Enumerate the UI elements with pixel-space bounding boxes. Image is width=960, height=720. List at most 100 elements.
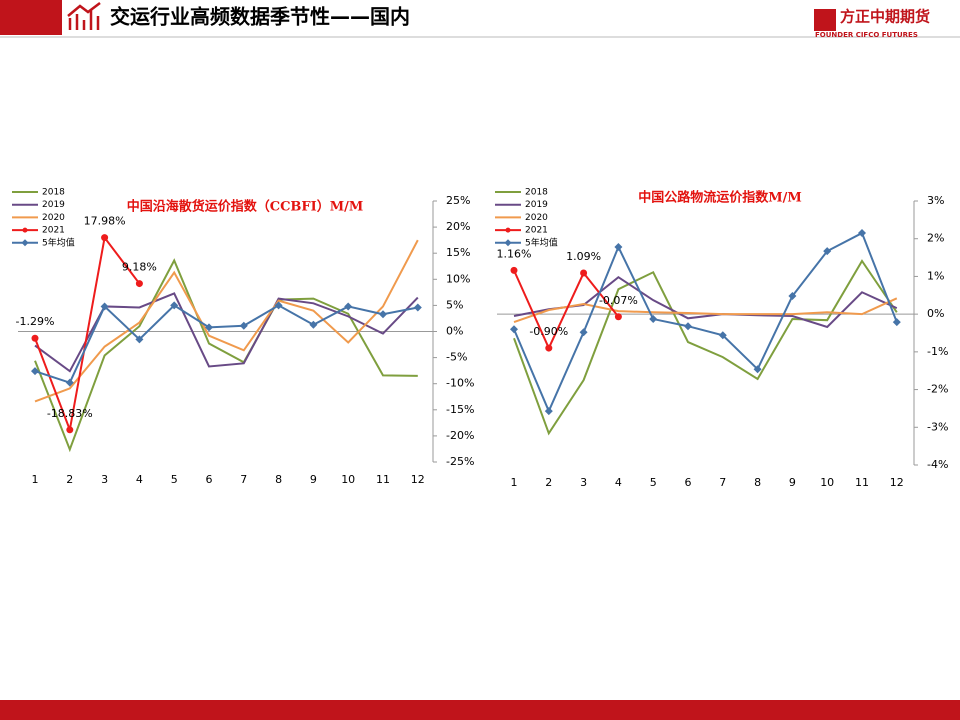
- legend-label: 5年均值: [42, 236, 75, 248]
- point: [31, 334, 39, 342]
- legend-label: 2019: [525, 200, 548, 210]
- point: [684, 322, 692, 331]
- x-tick-label: 3: [101, 473, 108, 486]
- legend-marker: [505, 227, 511, 233]
- legend-label: 5年均值: [525, 236, 558, 248]
- point: [239, 321, 248, 330]
- legend-label: 2020: [42, 213, 65, 223]
- legend-label: 2018: [42, 188, 65, 198]
- x-tick-label: 3: [580, 476, 587, 489]
- y-tick-label: 15%: [446, 246, 470, 259]
- point: [274, 301, 283, 310]
- data-label: 17.98%: [84, 215, 126, 228]
- data-label: 1.09%: [566, 250, 601, 263]
- y-tick-label: 25%: [446, 194, 470, 207]
- series-line: [513, 297, 898, 324]
- y-tick-label: -4%: [927, 458, 948, 471]
- point: [379, 310, 387, 319]
- series-line: [513, 275, 898, 329]
- legend-marker: [504, 239, 512, 247]
- point: [135, 280, 143, 288]
- y-tick-label: 3%: [927, 194, 944, 207]
- point: [344, 302, 353, 311]
- series-line: [34, 235, 141, 434]
- data-label: 9.18%: [122, 261, 157, 274]
- point: [614, 313, 622, 321]
- slide-title: 交运行业高频数据季节性——国内: [110, 5, 410, 29]
- y-tick-label: -3%: [927, 420, 948, 433]
- point: [309, 320, 318, 329]
- x-tick-label: 11: [855, 476, 869, 489]
- y-tick-label: 2%: [927, 232, 944, 245]
- point: [718, 331, 727, 340]
- y-tick-label: 0%: [927, 307, 944, 320]
- legend-label: 2020: [525, 213, 548, 223]
- series-line: [513, 269, 620, 351]
- x-tick-label: 8: [754, 476, 761, 489]
- x-tick-label: 12: [890, 476, 904, 489]
- data-label: -0.90%: [529, 325, 568, 338]
- point: [66, 426, 74, 434]
- header-icon: [67, 2, 101, 30]
- header-block: [0, 0, 62, 35]
- x-tick-label: 6: [206, 473, 213, 486]
- series-line: [513, 259, 898, 436]
- x-tick-label: 2: [66, 473, 73, 486]
- point: [101, 234, 109, 242]
- x-tick-label: 1: [32, 473, 39, 486]
- point: [31, 367, 39, 376]
- point: [170, 301, 179, 310]
- point: [135, 335, 144, 344]
- x-tick-label: 8: [275, 473, 282, 486]
- footer-bar: [0, 700, 960, 720]
- point: [510, 325, 518, 334]
- x-tick-label: 10: [341, 473, 355, 486]
- x-tick-label: 1: [511, 476, 518, 489]
- point: [579, 328, 588, 337]
- point: [545, 344, 553, 352]
- x-tick-label: 5: [171, 473, 178, 486]
- point: [100, 302, 109, 311]
- x-tick-label: 12: [411, 473, 425, 486]
- logo-cn: 方正中期期货: [840, 8, 930, 26]
- x-tick-label: 4: [136, 473, 143, 486]
- point: [823, 247, 832, 256]
- point: [65, 378, 74, 387]
- x-tick-label: 9: [789, 476, 796, 489]
- series-line: [34, 239, 419, 403]
- x-tick-label: 2: [545, 476, 552, 489]
- data-label: 1.16%: [497, 247, 532, 260]
- series-line: [513, 231, 898, 414]
- chart-title: 中国公路物流运价指数M/M: [638, 190, 802, 206]
- point: [413, 303, 422, 312]
- x-tick-label: 4: [615, 476, 622, 489]
- point: [544, 407, 553, 416]
- y-tick-label: -20%: [446, 429, 474, 442]
- point: [510, 266, 518, 274]
- data-label: -18.83%: [47, 407, 93, 420]
- x-tick-label: 10: [820, 476, 834, 489]
- x-tick-label: 9: [310, 473, 317, 486]
- y-tick-label: -10%: [446, 377, 474, 390]
- legend-marker: [21, 239, 29, 247]
- y-tick-label: 1%: [927, 269, 944, 282]
- series-line: [34, 258, 418, 453]
- x-tick-label: 7: [240, 473, 247, 486]
- point: [753, 365, 762, 374]
- legend-marker: [22, 227, 28, 233]
- point: [892, 318, 901, 327]
- y-tick-label: -25%: [446, 455, 474, 468]
- y-tick-label: 20%: [446, 220, 470, 233]
- x-tick-label: 6: [685, 476, 692, 489]
- logo-mark: [814, 9, 836, 31]
- legend-label: 2019: [42, 200, 65, 210]
- legend-label: 2018: [525, 188, 548, 198]
- data-label: -0.07%: [599, 294, 638, 307]
- y-tick-label: 0%: [446, 325, 463, 338]
- y-tick-label: 10%: [446, 272, 470, 285]
- point: [788, 292, 797, 301]
- series-line: [34, 304, 418, 384]
- chart-title: 中国沿海散货运价指数（CCBFI）M/M: [127, 199, 364, 215]
- y-tick-label: 5%: [446, 298, 463, 311]
- legend-label: 2021: [525, 226, 548, 236]
